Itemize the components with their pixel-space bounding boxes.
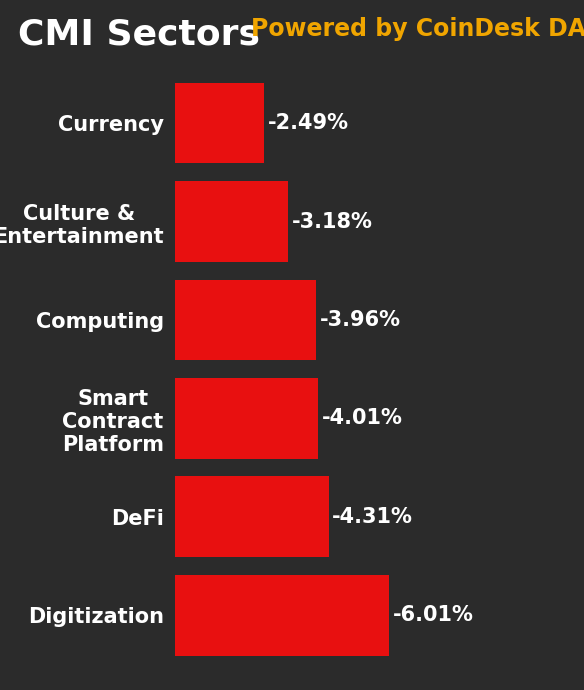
Text: -6.01%: -6.01% bbox=[393, 605, 474, 625]
Text: -4.31%: -4.31% bbox=[332, 506, 413, 526]
Text: -3.18%: -3.18% bbox=[292, 212, 373, 232]
Text: Powered by CoinDesk DACS: Powered by CoinDesk DACS bbox=[251, 17, 584, 41]
Bar bbox=[175, 181, 288, 262]
Bar bbox=[175, 279, 316, 360]
Text: CMI Sectors: CMI Sectors bbox=[18, 17, 259, 51]
Text: -2.49%: -2.49% bbox=[267, 113, 349, 133]
Bar bbox=[175, 476, 329, 557]
Text: -3.96%: -3.96% bbox=[320, 310, 401, 330]
Text: -4.01%: -4.01% bbox=[322, 408, 402, 428]
Bar bbox=[175, 378, 318, 459]
Bar bbox=[175, 83, 264, 164]
Bar bbox=[175, 575, 389, 656]
